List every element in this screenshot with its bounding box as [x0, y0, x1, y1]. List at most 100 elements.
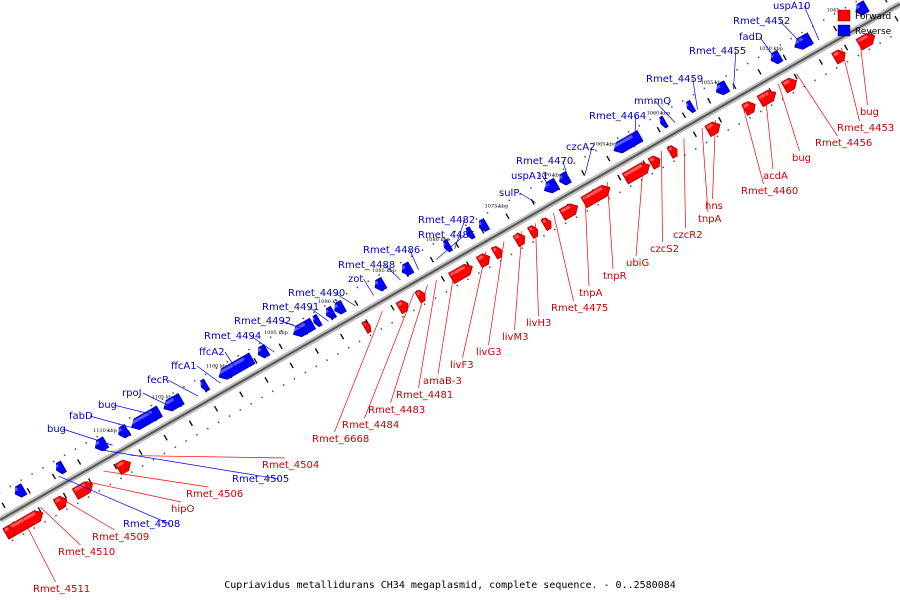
- reverse-gene-arrow: [373, 276, 388, 292]
- reverse-gene-arrow-shape: [613, 129, 644, 154]
- strand-tick: [617, 174, 622, 181]
- forward-gene-label: hipO: [171, 504, 194, 515]
- forward-gene-arrow: [114, 459, 132, 476]
- tick-label: 1050 kbp: [759, 46, 783, 52]
- forward-gene-arrow-shine: [668, 146, 673, 151]
- forward-gene-arrow-shape: [526, 225, 539, 239]
- reverse-gene-arrow-shape: [465, 226, 476, 240]
- strand-tick: [793, 73, 798, 80]
- strand-tick: [429, 256, 435, 263]
- strand-tick: [681, 112, 687, 119]
- strand-tick: [289, 362, 294, 369]
- forward-gene-arrow-shape: [558, 203, 579, 221]
- reverse-gene-arrow-shine: [477, 221, 482, 226]
- reverse-leader-line: [62, 428, 113, 446]
- strand-tick: [843, 44, 849, 51]
- tick-label: 1085 kbp: [372, 268, 396, 274]
- reverse-leader-line: [584, 146, 593, 175]
- forward-gene-arrow: [71, 481, 94, 500]
- forward-gene-arrow-shine: [363, 322, 367, 326]
- forward-gene-arrow: [741, 101, 756, 117]
- reverse-gene-label: ffcA1: [171, 361, 197, 372]
- forward-gene-label: bug: [860, 107, 879, 118]
- reverse-gene-arrow-shine: [217, 357, 245, 375]
- forward-gene-arrow: [490, 245, 503, 260]
- forward-gene-arrow-shape: [475, 253, 491, 269]
- forward-gene-arrow-shine: [649, 157, 655, 162]
- forward-gene-arrow-shine: [514, 234, 520, 240]
- reverse-leader-line: [692, 78, 698, 110]
- forward-gene-arrow-shape: [512, 232, 526, 248]
- reverse-gene-label: czcA2: [566, 142, 595, 153]
- forward-leader-line: [535, 223, 539, 317]
- strand-tick: [26, 487, 31, 494]
- forward-leader-line: [701, 127, 709, 213]
- reverse-gene-label: rpoJ: [122, 388, 142, 399]
- tick-label: 1095 kbp: [264, 330, 288, 336]
- reverse-gene-label: uspA11: [511, 171, 548, 182]
- reverse-gene-arrow-shine: [854, 4, 861, 10]
- reverse-gene-arrow-shape: [293, 317, 317, 338]
- reverse-gene-arrow: [558, 171, 572, 186]
- reverse-gene-label: sulP: [499, 188, 519, 199]
- reverse-leader-line: [334, 292, 356, 307]
- strand-tick: [505, 213, 510, 220]
- forward-gene-label: tnpA: [698, 214, 722, 225]
- reverse-legend-label: Reverse: [855, 27, 892, 37]
- forward-gene-arrow: [395, 299, 409, 315]
- tick-label: 1065 kbp: [593, 142, 617, 148]
- forward-gene-label: amaB-3: [423, 376, 462, 387]
- reverse-gene-arrow-shape: [163, 393, 185, 412]
- forward-gene-arrow: [475, 253, 491, 269]
- reverse-gene-label: Rmet_4459: [646, 74, 703, 85]
- strand-tick: [253, 357, 258, 364]
- reverse-gene-arrow-shine: [714, 84, 721, 90]
- forward-gene-arrow-shape: [741, 101, 756, 117]
- strand-tick: [884, 0, 888, 3]
- strand-tick: [239, 391, 244, 398]
- reverse-gene-arrow: [333, 300, 347, 315]
- forward-gene-arrow-shape: [855, 33, 876, 51]
- forward-gene-label: Rmet_4484: [342, 420, 399, 431]
- forward-leader-line: [661, 151, 663, 243]
- reverse-gene-arrow-shape: [715, 80, 731, 96]
- forward-gene-arrow: [512, 232, 526, 248]
- reverse-gene-arrow-shape: [659, 115, 669, 129]
- strand-tick: [717, 116, 723, 123]
- forward-leader-line: [778, 83, 800, 152]
- reverse-leader-line: [384, 264, 401, 281]
- reverse-gene-arrow-shape: [200, 378, 211, 392]
- reverse-leader-line: [454, 219, 466, 250]
- reverse-gene-arrow-shine: [324, 309, 329, 314]
- tick-label: 1105 kbp: [152, 395, 176, 401]
- reverse-gene-label: Rmet_4470: [516, 156, 573, 167]
- reverse-gene-arrow-shape: [686, 99, 697, 114]
- forward-gene-label: Rmet_4504: [262, 460, 319, 471]
- forward-gene-label: hns: [705, 201, 723, 212]
- reverse-gene-arrow-shape: [312, 313, 323, 328]
- tick-label: 1070 kbp: [539, 173, 563, 179]
- forward-gene-label: Rmet_4460: [741, 186, 798, 197]
- strand-tick: [833, 25, 838, 32]
- reverse-gene-arrow: [256, 343, 271, 359]
- reverse-gene-label: bug: [47, 424, 66, 435]
- forward-gene-arrow: [2, 525, 15, 540]
- forward-legend-label: Forward: [855, 12, 891, 22]
- sequence-backbone-core: [0, 3, 900, 521]
- forward-gene-arrow-shape: [395, 299, 409, 315]
- forward-gene-arrow: [831, 49, 846, 65]
- forward-leader-line: [364, 292, 415, 419]
- reverse-leader-line: [58, 475, 170, 525]
- forward-leader-line: [607, 182, 614, 270]
- reverse-gene-arrow: [162, 393, 185, 412]
- forward-leader-line: [488, 241, 505, 346]
- strand-tick: [314, 348, 319, 354]
- forward-gene-arrow-shape: [448, 263, 473, 285]
- reverse-gene-arrow-shine: [612, 134, 633, 149]
- forward-gene-arrow: [361, 320, 372, 334]
- reverse-gene-arrow: [685, 99, 697, 114]
- reverse-gene-arrow: [477, 218, 491, 232]
- reverse-gene-label: Rmet_4492: [234, 316, 291, 327]
- reverse-gene-arrow-shine: [117, 427, 123, 433]
- forward-gene-arrow-shape: [361, 320, 372, 334]
